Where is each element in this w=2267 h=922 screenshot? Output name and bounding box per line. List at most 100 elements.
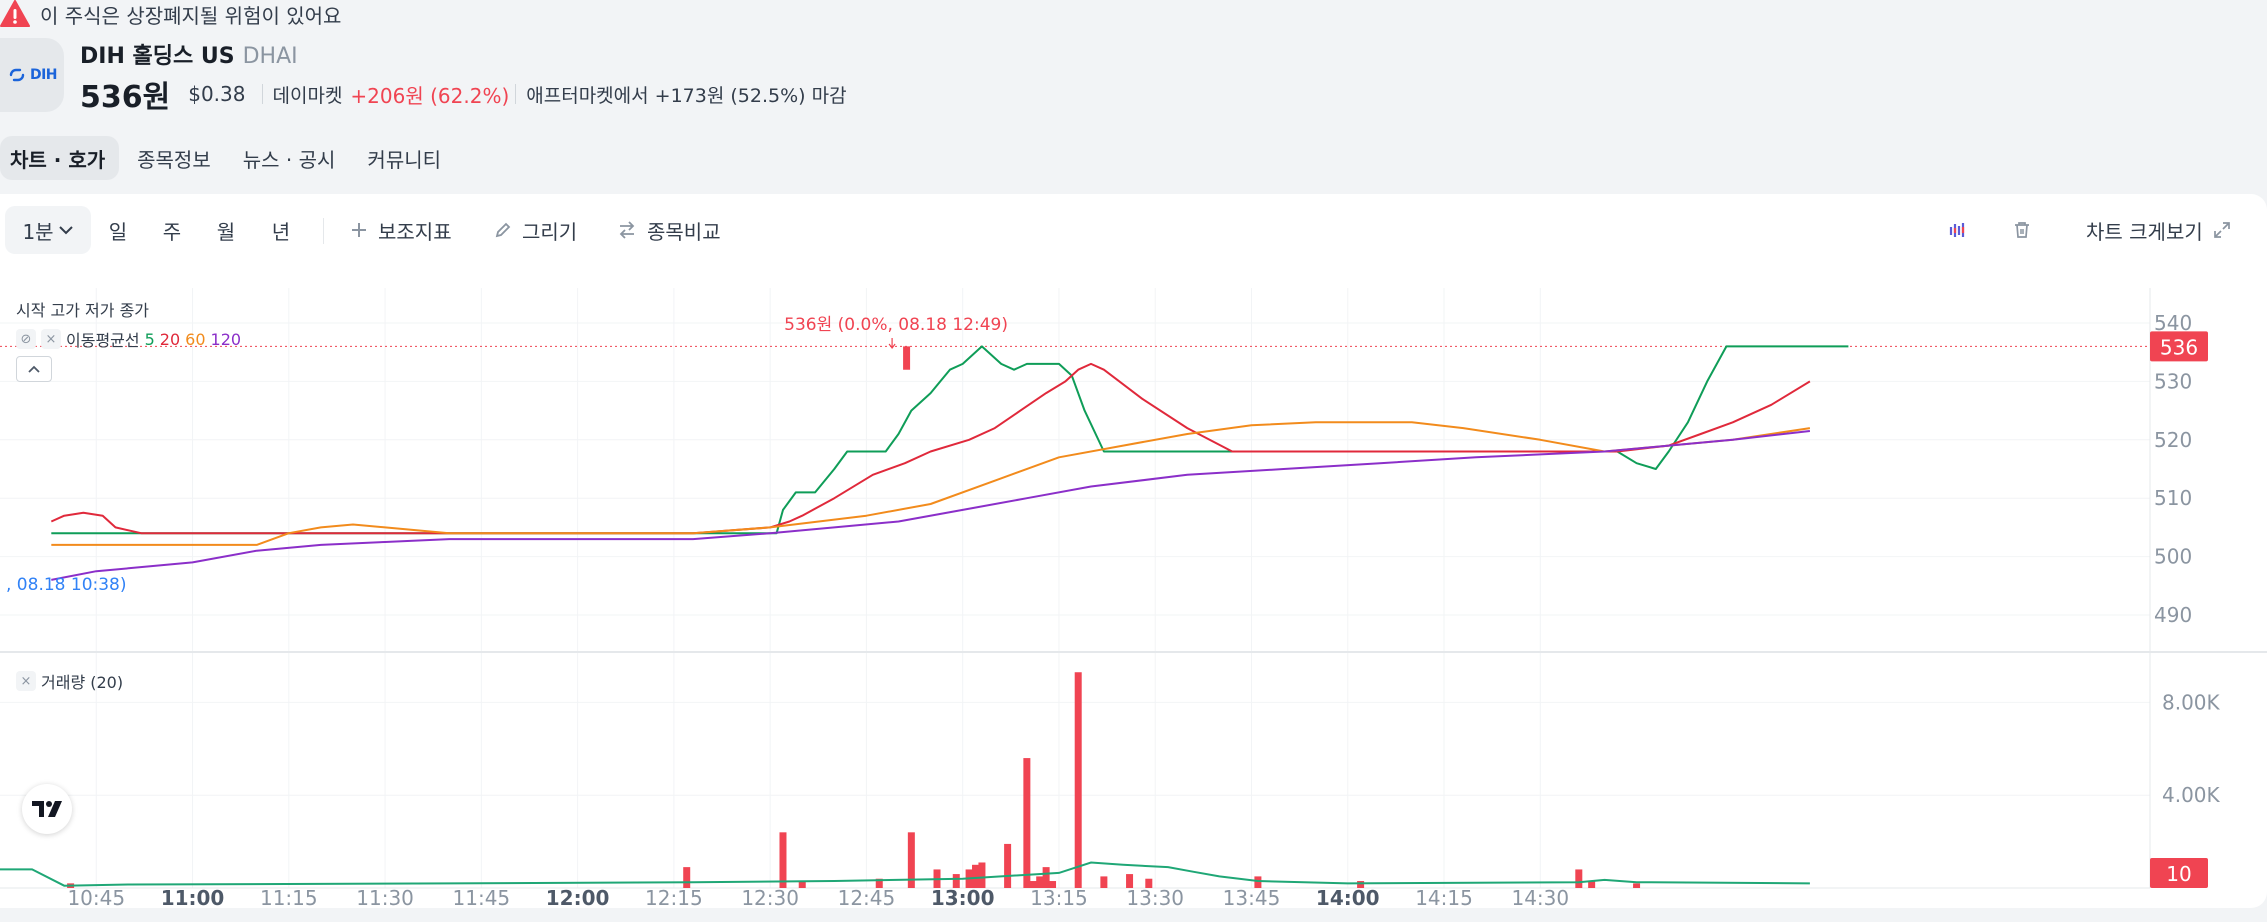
chart-card: 1분 일 주 월 년 보조지표 그리기 종목비교 차 <box>0 194 2267 908</box>
ma-legend: ⊘ × 이동평균선 5 20 60 120 <box>16 327 241 351</box>
current-price-badge <box>2150 331 2208 362</box>
market-label: 데이마켓 <box>272 84 343 107</box>
time-axis-label: 12:00 <box>546 886 610 908</box>
price-axis-label: 510 <box>2154 486 2192 510</box>
indicator-button[interactable]: 보조지표 <box>350 206 452 254</box>
time-axis-label: 13:30 <box>1126 886 1184 908</box>
pencil-icon <box>495 222 511 238</box>
volume-bar <box>907 832 915 888</box>
chart-toolbar: 1분 일 주 월 년 보조지표 그리기 종목비교 차 <box>0 194 2267 268</box>
logo-text: DIH <box>29 67 58 83</box>
after-market-summary: 애프터마켓에서 +173원 (52.5%) 마감 <box>526 84 847 107</box>
high-candle <box>903 346 911 370</box>
time-axis-label: 12:30 <box>741 886 799 908</box>
expand-chart-button[interactable]: 차트 크게보기 <box>2086 206 2231 254</box>
high-annotation-arrow <box>888 338 896 349</box>
stock-name: DIH 홀딩스 US <box>80 44 235 69</box>
timeframe-week[interactable]: 주 <box>162 219 182 244</box>
indicator-label: 보조지표 <box>378 219 452 244</box>
time-axis-label: 14:30 <box>1511 886 1569 908</box>
plus-icon <box>352 223 366 237</box>
volume-bar <box>1074 672 1082 888</box>
tab-stock-info[interactable]: 종목정보 <box>137 147 211 172</box>
time-axis-label: 13:45 <box>1223 886 1281 908</box>
stock-logo: DIH <box>0 38 64 112</box>
price-axis-label: 520 <box>2154 428 2192 452</box>
current-price: 536원 <box>80 80 171 115</box>
volume-bar <box>1254 876 1262 888</box>
compare-button[interactable]: 종목비교 <box>617 206 721 254</box>
expand-icon <box>2213 222 2230 238</box>
delisting-warning: 이 주식은 상장폐지될 위험이 있어요 <box>0 0 341 28</box>
usd-price: $0.38 <box>188 82 246 106</box>
current-volume-badge <box>2150 858 2208 888</box>
chevron-up-icon <box>28 365 40 373</box>
ma-line-5 <box>51 345 1849 535</box>
compare-label: 종목비교 <box>647 219 721 244</box>
volume-bar <box>1633 883 1641 888</box>
volume-bar <box>1023 758 1031 888</box>
stock-tabs: 차트 · 호가 종목정보 뉴스 · 공시 커뮤니티 <box>0 136 455 180</box>
current-volume-badge-label: 10 <box>2166 862 2191 886</box>
time-axis-label: 13:15 <box>1030 886 1088 908</box>
eye-off-icon[interactable]: ⊘ <box>16 329 36 349</box>
volume-axis-label: 8.00K <box>2162 690 2221 714</box>
toolbar-divider <box>323 218 324 244</box>
close-icon[interactable]: × <box>16 671 36 691</box>
delete-drawings-button[interactable] <box>2012 206 2032 254</box>
volume-bar <box>1357 881 1365 888</box>
price-axis-label: 500 <box>2154 545 2192 569</box>
low-annotation: , 08.18 10:38) <box>6 575 127 595</box>
time-axis-label: 11:15 <box>260 886 318 908</box>
close-icon[interactable]: × <box>41 329 61 349</box>
warning-icon <box>0 0 30 27</box>
timeframe-year[interactable]: 년 <box>271 219 291 244</box>
volume-ma-line <box>0 861 1810 887</box>
ma-label: 이동평균선 <box>66 331 140 350</box>
draw-label: 그리기 <box>522 219 578 244</box>
volume-bar <box>978 862 986 888</box>
volume-axis-label: 4.00K <box>2162 783 2221 807</box>
ma-line-120 <box>51 430 1811 581</box>
interval-select[interactable]: 1분 <box>5 206 91 254</box>
timeframe-day[interactable]: 일 <box>108 219 128 244</box>
tab-community[interactable]: 커뮤니티 <box>367 147 442 172</box>
volume-label: 거래량 (20) <box>41 673 124 692</box>
time-axis-label: 10:45 <box>67 886 125 908</box>
tradingview-logo[interactable] <box>22 784 72 834</box>
chevron-down-icon <box>58 226 73 235</box>
trash-icon <box>2015 222 2029 238</box>
volume-bar <box>1004 843 1012 888</box>
divider <box>515 84 517 104</box>
volume-bar <box>798 881 806 888</box>
time-axis-label: 11:00 <box>161 886 225 908</box>
time-axis-label: 11:45 <box>453 886 511 908</box>
collapse-legend-button[interactable] <box>16 356 52 382</box>
bar-settings-button[interactable] <box>1948 206 1968 254</box>
stock-header: DIH DIH 홀딩스 US DHAI 536원 $0.38 데이마켓 +206… <box>0 38 847 115</box>
volume-bar <box>1042 867 1050 888</box>
draw-button[interactable]: 그리기 <box>494 206 577 254</box>
volume-legend: × 거래량 (20) <box>16 669 123 693</box>
time-axis-label: 11:30 <box>356 886 414 908</box>
price-chart[interactable]: 536원 (0.0%, 08.18 12:49) , 08.18 10:38) 54… <box>0 288 2267 908</box>
volume-bar <box>952 874 960 888</box>
tab-chart-orderbook[interactable]: 차트 · 호가 <box>0 136 120 180</box>
time-axis-label: 14:15 <box>1415 886 1473 908</box>
ma60-period: 60 <box>185 329 206 349</box>
ma-line-20 <box>50 362 1811 535</box>
high-annotation: 536원 (0.0%, 08.18 12:49) <box>784 315 1008 335</box>
volume-bar <box>875 878 883 888</box>
ma-line-60 <box>51 421 1811 546</box>
volume-bar <box>1126 874 1134 888</box>
time-axis-label: 14:00 <box>1316 886 1380 908</box>
volume-bar <box>972 864 980 888</box>
current-price-badge-label: 536 <box>2160 335 2198 359</box>
volume-bar <box>1029 881 1037 888</box>
ma120-period: 120 <box>210 329 242 349</box>
warning-text: 이 주식은 상장폐지될 위험이 있어요 <box>40 3 342 28</box>
timeframe-month[interactable]: 월 <box>216 219 236 244</box>
price-axis-label: 540 <box>2154 311 2192 335</box>
tab-news[interactable]: 뉴스 · 공시 <box>242 147 336 172</box>
volume-bar <box>779 832 787 888</box>
